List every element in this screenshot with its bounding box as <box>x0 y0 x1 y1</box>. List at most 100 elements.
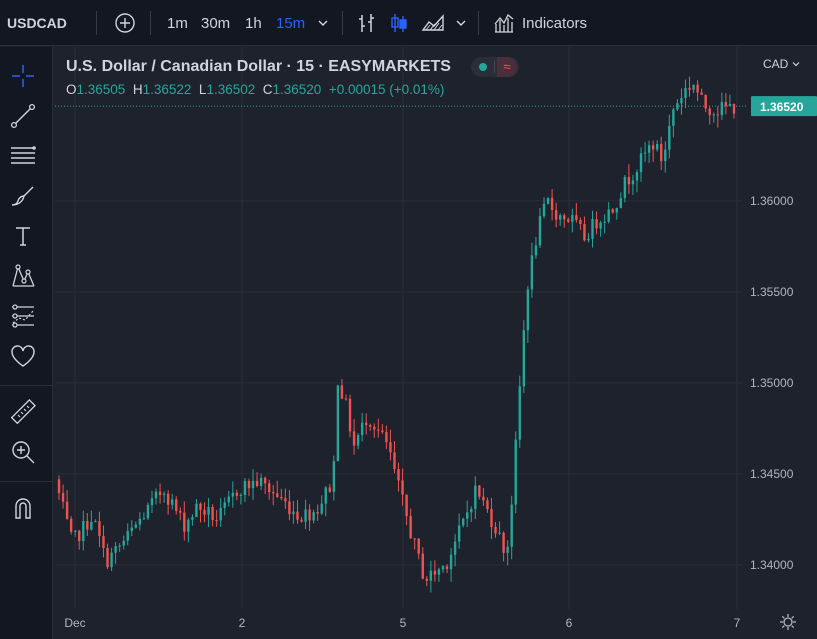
close-label: C <box>262 82 273 97</box>
ruler-icon[interactable] <box>8 397 38 427</box>
heart-icon[interactable] <box>8 341 38 371</box>
candle-body <box>486 500 489 510</box>
currency-selector[interactable]: CAD <box>763 57 800 71</box>
candle-body <box>312 512 315 521</box>
zoom-in-icon[interactable] <box>8 437 38 467</box>
candle-body <box>494 526 497 534</box>
candle <box>494 521 497 538</box>
candle <box>680 88 683 115</box>
interval-1m[interactable]: 1m <box>167 14 188 32</box>
candle <box>575 203 578 223</box>
toolbar-divider <box>342 11 343 35</box>
candle <box>170 493 174 510</box>
candle-body <box>603 221 606 223</box>
candle <box>195 499 198 518</box>
candle-body <box>328 487 332 492</box>
candle-body <box>175 499 178 511</box>
interval-1h[interactable]: 1h <box>245 14 262 32</box>
candle-body <box>263 477 267 484</box>
forecast-icon[interactable] <box>8 301 38 331</box>
candle <box>417 538 420 560</box>
candle-body <box>251 480 255 489</box>
area-chart-icon[interactable] <box>421 0 445 46</box>
candle <box>397 462 400 492</box>
indicators-icon[interactable] <box>493 0 515 46</box>
trendline-icon[interactable] <box>8 101 38 131</box>
candle <box>187 517 190 543</box>
low-value: 1.36502 <box>206 82 256 97</box>
crosshair-icon[interactable] <box>8 61 38 91</box>
candle-body <box>247 480 251 489</box>
candle-body <box>449 554 453 570</box>
y-axis-ticks: 1.36000 1.35500 1.35000 1.34500 1.34000 <box>750 194 794 572</box>
candle <box>413 538 416 550</box>
chevron-down-icon[interactable] <box>317 0 329 46</box>
candle <box>308 504 311 531</box>
candle <box>603 214 606 234</box>
symbol-label[interactable]: USDCAD <box>7 15 67 31</box>
candle-body <box>466 512 469 519</box>
close-value: 1.36520 <box>272 82 322 97</box>
candle <box>567 217 570 224</box>
candle-body <box>704 94 707 109</box>
interval-15m[interactable]: 15m <box>276 14 306 32</box>
candle <box>522 320 526 393</box>
candle-body <box>429 570 433 581</box>
chart-grid <box>55 47 742 609</box>
candle <box>179 507 182 521</box>
brush-icon[interactable] <box>8 181 38 211</box>
candle-body <box>716 114 720 116</box>
price-chart[interactable]: 1.36000 1.35500 1.35000 1.34500 1.34000 Dec 2… <box>55 47 817 639</box>
candle-body <box>417 538 420 554</box>
candle <box>175 496 178 515</box>
candle-body <box>340 385 344 399</box>
candle <box>449 548 453 582</box>
candle <box>389 429 392 461</box>
candle <box>506 540 509 566</box>
candle-body <box>162 493 166 495</box>
text-icon[interactable] <box>8 221 38 251</box>
candle <box>98 511 101 548</box>
bar-chart-type-icon[interactable] <box>357 0 377 46</box>
candle-body <box>150 498 154 506</box>
x-tick-label: 6 <box>566 616 573 630</box>
candle-body <box>720 101 724 116</box>
candle <box>356 433 360 450</box>
settings-gear-icon[interactable] <box>780 614 796 630</box>
candle <box>482 487 485 507</box>
candle <box>510 495 513 560</box>
candle <box>486 497 489 513</box>
compare-plus-icon[interactable] <box>114 0 136 46</box>
candle-body <box>344 398 348 400</box>
candle <box>546 197 550 205</box>
candle <box>211 504 214 527</box>
candle-body <box>187 519 190 532</box>
candle-body <box>405 494 408 517</box>
candle <box>457 513 461 549</box>
indicators-button[interactable]: Indicators <box>522 14 588 32</box>
wave-icon: ≈ <box>497 57 517 77</box>
pattern-icon[interactable] <box>8 261 38 291</box>
candle <box>154 488 158 505</box>
candle-body <box>643 152 647 154</box>
candle-body <box>615 207 618 213</box>
y-tick-label: 1.36000 <box>750 194 794 208</box>
candle <box>328 484 332 493</box>
candle-body <box>696 84 699 93</box>
candle <box>215 510 218 527</box>
candle-body <box>680 98 683 104</box>
candles-icon[interactable] <box>389 0 409 46</box>
market-status-badge[interactable]: ≈ <box>471 57 519 77</box>
candle <box>595 211 598 235</box>
fib-lines-icon[interactable] <box>8 141 38 171</box>
candle-body <box>599 222 602 229</box>
candle <box>377 418 380 438</box>
candle-body <box>356 435 360 446</box>
candle <box>623 174 627 203</box>
candle-body <box>712 114 715 116</box>
candle-body <box>538 216 542 246</box>
magnet-icon[interactable] <box>8 493 38 523</box>
candle <box>696 80 699 102</box>
chevron-down-icon[interactable] <box>455 0 467 46</box>
interval-30m[interactable]: 30m <box>201 14 231 32</box>
